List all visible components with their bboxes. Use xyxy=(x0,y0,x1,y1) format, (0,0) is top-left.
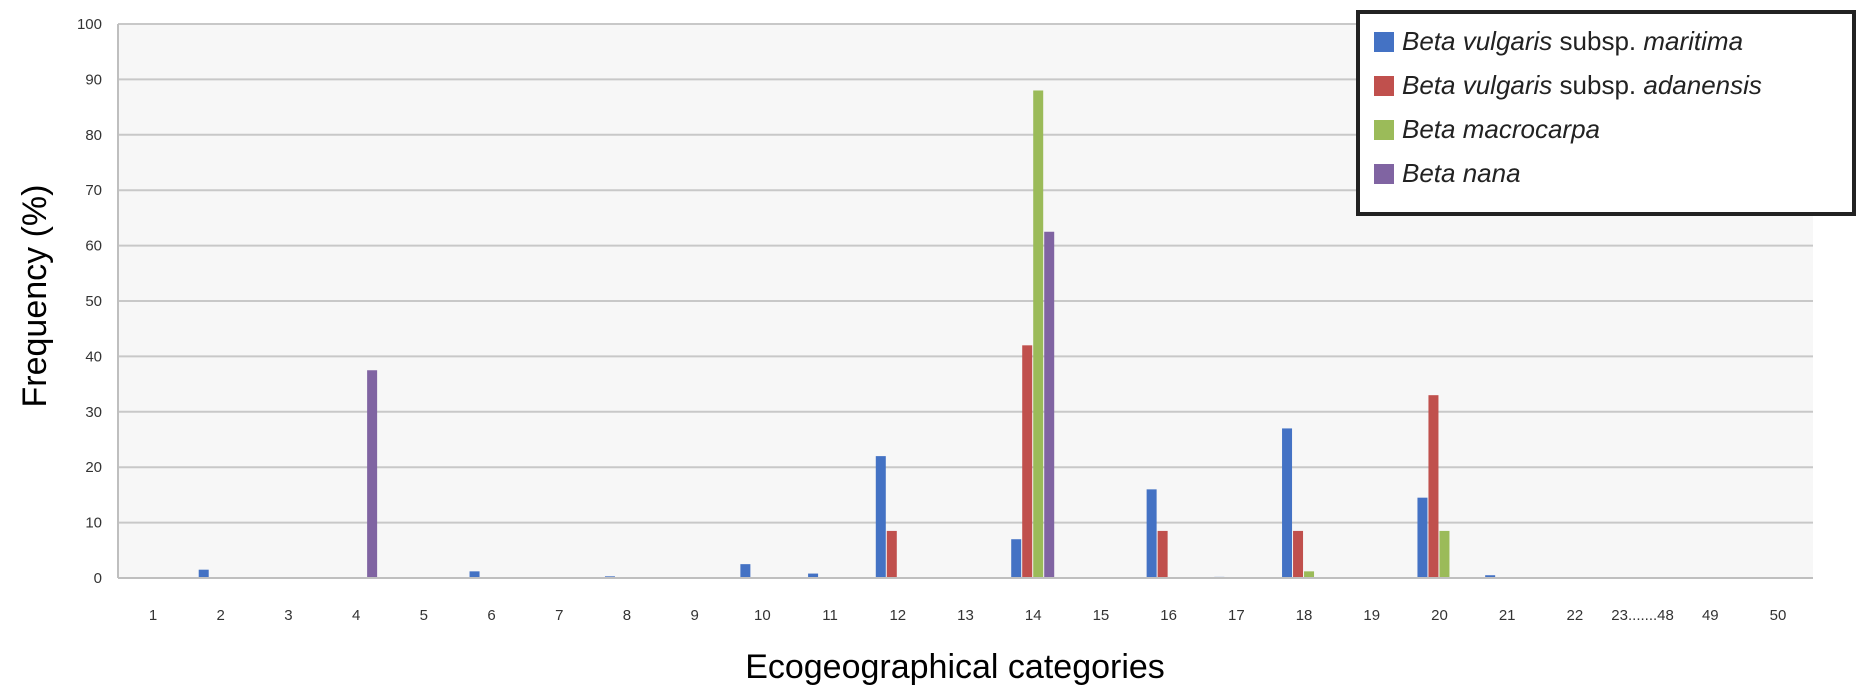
legend-label: Beta vulgaris subsp. maritima xyxy=(1402,26,1743,56)
y-axis-title: Frequency (%) xyxy=(16,185,54,408)
bar xyxy=(1011,539,1022,578)
x-tick-label: 15 xyxy=(1093,607,1110,624)
x-tick-label: 6 xyxy=(487,607,495,624)
legend-label-rank: subsp. xyxy=(1552,70,1643,100)
bar xyxy=(1022,345,1033,578)
x-tick-label: 8 xyxy=(623,607,631,624)
x-tick-label: 49 xyxy=(1702,607,1719,624)
bar xyxy=(1417,497,1428,578)
legend-label-italic: Beta nana xyxy=(1402,158,1521,188)
y-tick-label: 90 xyxy=(85,71,102,88)
legend-swatch xyxy=(1374,32,1394,52)
bar xyxy=(740,564,751,578)
legend-label-italic: Beta vulgaris xyxy=(1402,70,1552,100)
x-tick-label: 16 xyxy=(1160,607,1177,624)
bar xyxy=(198,569,209,578)
y-tick-label: 100 xyxy=(77,16,102,33)
y-tick-label: 80 xyxy=(85,127,102,144)
x-tick-label: 9 xyxy=(690,607,698,624)
x-tick-label: 11 xyxy=(822,607,838,624)
legend-box xyxy=(1356,10,1856,216)
x-tick-label: 10 xyxy=(754,607,771,624)
x-tick-label: 1 xyxy=(149,607,157,624)
legend-label: Beta vulgaris subsp. adanensis xyxy=(1402,70,1762,100)
bar xyxy=(1157,530,1168,578)
bar xyxy=(1282,428,1293,578)
bar xyxy=(1044,231,1055,578)
x-tick-label: 22 xyxy=(1567,607,1584,624)
x-tick-label: 50 xyxy=(1770,607,1787,624)
legend-label-rank: subsp. xyxy=(1552,26,1643,56)
y-tick-label: 20 xyxy=(85,459,102,476)
legend-label-italic: Beta macrocarpa xyxy=(1402,114,1600,144)
bars xyxy=(198,90,1496,578)
legend-swatch xyxy=(1374,120,1394,140)
y-tick-label: 10 xyxy=(85,515,102,532)
bar xyxy=(1293,530,1304,578)
x-tick-label: 23.......48 xyxy=(1611,607,1674,624)
legend-label-italic: Beta vulgaris xyxy=(1402,26,1552,56)
x-tick-label: 13 xyxy=(957,607,974,624)
bar xyxy=(469,571,480,578)
legend-label: Beta nana xyxy=(1402,158,1521,188)
y-tick-label: 30 xyxy=(85,404,102,421)
bar xyxy=(1485,575,1496,578)
x-tick-label: 21 xyxy=(1499,607,1516,624)
bar xyxy=(875,456,886,578)
bar xyxy=(1304,571,1315,578)
x-tick-label: 18 xyxy=(1296,607,1313,624)
x-tick-label: 14 xyxy=(1025,607,1042,624)
x-tick-label: 12 xyxy=(889,607,906,624)
legend-label-subspecies: adanensis xyxy=(1643,70,1762,100)
x-tick-label: 17 xyxy=(1228,607,1245,624)
bar xyxy=(1033,90,1044,578)
y-tick-label: 60 xyxy=(85,238,102,255)
x-tick-label: 19 xyxy=(1363,607,1380,624)
y-axis-tick-labels: 0 10 20 30 40 50 60 70 80 90 100 xyxy=(77,16,102,587)
bar xyxy=(1146,489,1157,578)
x-axis-tick-labels: 1 2 3 4 5 6 7 8 9 10 11 12 13 14 15 16 17 18 19 20 21 22 23...… xyxy=(149,607,1787,624)
bar xyxy=(1439,530,1450,578)
bar xyxy=(367,370,378,578)
legend-swatch xyxy=(1374,164,1394,184)
y-tick-label: 50 xyxy=(85,293,102,310)
bar xyxy=(1428,395,1439,578)
x-tick-label: 2 xyxy=(217,607,225,624)
x-tick-label: 3 xyxy=(284,607,292,624)
bar xyxy=(886,530,897,578)
y-tick-label: 70 xyxy=(85,182,102,199)
y-tick-label: 0 xyxy=(94,570,102,587)
legend-label-subspecies: maritima xyxy=(1643,26,1743,56)
y-tick-label: 40 xyxy=(85,348,102,365)
legend-swatch xyxy=(1374,76,1394,96)
legend-label: Beta macrocarpa xyxy=(1402,114,1600,144)
x-tick-label: 7 xyxy=(555,607,563,624)
x-tick-label: 20 xyxy=(1431,607,1448,624)
x-tick-label: 4 xyxy=(352,607,360,624)
bar xyxy=(808,573,819,578)
x-tick-label: 5 xyxy=(420,607,428,624)
x-axis-title: Ecogeographical categories xyxy=(745,648,1165,686)
